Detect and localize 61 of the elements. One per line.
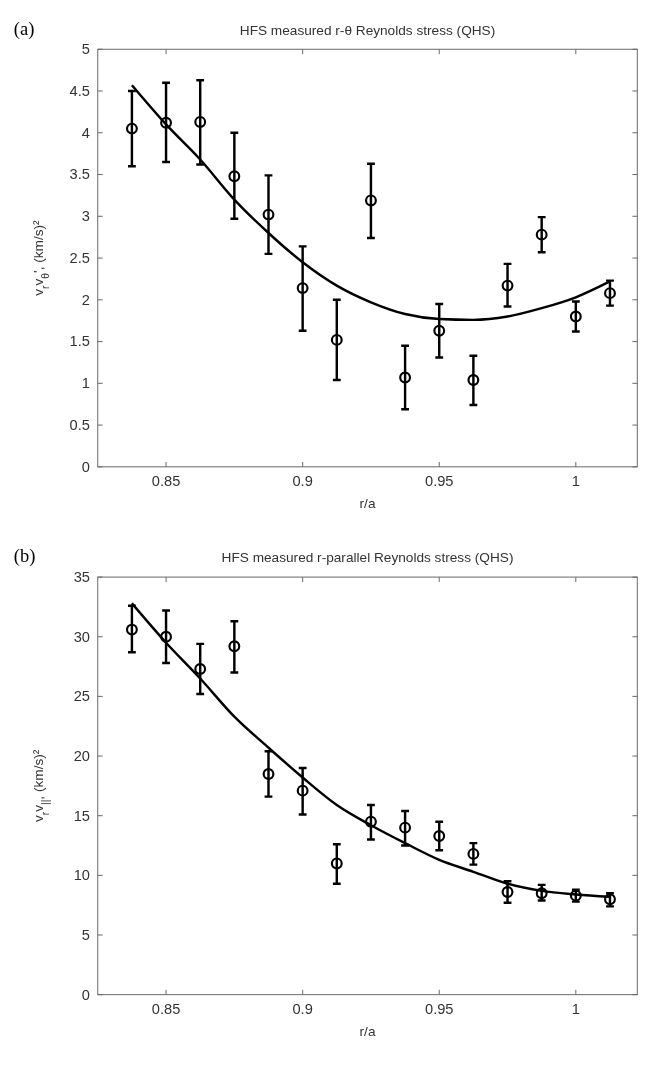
x-tick-label: 0.85 — [151, 473, 181, 490]
point — [160, 116, 173, 129]
point — [399, 821, 412, 834]
y-tick-label: 35 — [73, 568, 90, 585]
point — [160, 630, 173, 643]
x-tick-label: 0.9 — [292, 1001, 313, 1018]
point — [296, 784, 309, 797]
y-tick-label: 1 — [81, 375, 90, 392]
point — [194, 663, 207, 675]
x-tick-label: 1 — [571, 1001, 580, 1018]
point — [296, 282, 309, 295]
x-axis-title: r/a — [359, 495, 376, 511]
y-tick-label: 2 — [81, 291, 90, 308]
text: (a) — [13, 17, 35, 40]
point — [501, 886, 514, 899]
x-axis-title: r/a — [359, 1023, 376, 1039]
chart-title: HFS measured r-θ Reynolds stress (QHS) — [239, 22, 496, 38]
point — [228, 170, 241, 183]
y-tick-label: 0.5 — [69, 416, 90, 433]
x-tick-label: 0.95 — [425, 473, 454, 490]
point — [262, 767, 275, 780]
y-tick-label: 30 — [73, 628, 90, 645]
y-tick-label: 3.5 — [69, 166, 90, 183]
x-tick-label: 0.85 — [151, 1001, 181, 1018]
point — [262, 208, 275, 221]
point — [364, 194, 377, 207]
y-tick-label: 0 — [81, 458, 90, 475]
chart-title: HFS measured r-parallel Reynolds stress (QHS) — [221, 550, 514, 566]
point — [569, 310, 582, 323]
y-tick-label: 4.5 — [69, 82, 90, 99]
point — [433, 324, 446, 337]
point — [330, 333, 343, 346]
point — [535, 228, 548, 241]
point — [399, 371, 412, 384]
x-tick-label: 0.9 — [292, 473, 313, 490]
y-tick-label: 5 — [81, 41, 90, 58]
y-tick-label: 0 — [81, 986, 90, 1003]
point — [501, 279, 514, 292]
point — [535, 887, 548, 900]
y-tick-label: 5 — [81, 926, 90, 943]
y-tick-label: 20 — [73, 747, 90, 764]
y-tick-label: 15 — [73, 807, 90, 824]
y-tick-label: 4 — [81, 124, 90, 141]
point — [194, 115, 207, 128]
point — [330, 857, 343, 870]
point — [125, 122, 138, 135]
text: (b) — [13, 545, 36, 568]
x-tick-label: 1 — [571, 473, 580, 490]
point — [604, 287, 616, 300]
y-tick-label: 1.5 — [69, 333, 90, 350]
y-tick-label: 25 — [73, 688, 90, 705]
x-tick-label: 0.95 — [425, 1001, 454, 1018]
point — [125, 623, 138, 636]
point — [467, 374, 480, 386]
y-tick-label: 10 — [73, 867, 90, 884]
point — [467, 847, 480, 860]
y-tick-label: 2.5 — [69, 249, 90, 266]
point — [228, 640, 241, 653]
point — [364, 815, 377, 828]
point — [433, 830, 446, 842]
y-tick-label: 3 — [81, 208, 90, 225]
